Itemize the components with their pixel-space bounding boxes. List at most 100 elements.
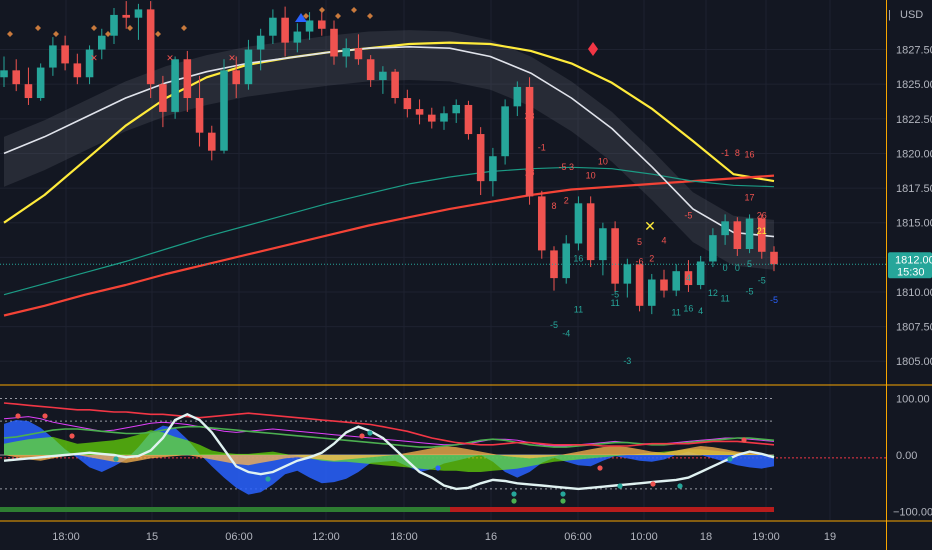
price-tick-label: 1805.00 bbox=[896, 356, 932, 368]
signal-dot bbox=[15, 413, 21, 419]
time-tick-label: 06:00 bbox=[225, 531, 253, 543]
signal-label: 11 bbox=[720, 294, 729, 304]
candle bbox=[207, 125, 216, 161]
signal-dot bbox=[560, 498, 566, 504]
orange-diamond-icon bbox=[351, 7, 357, 13]
candle bbox=[256, 28, 265, 71]
time-tick-label: 06:00 bbox=[564, 531, 592, 543]
candle-body bbox=[501, 106, 509, 157]
candle bbox=[0, 56, 8, 87]
currency-label: USD bbox=[900, 9, 923, 21]
orange-diamond-icon bbox=[35, 25, 41, 31]
price-tag bbox=[888, 252, 932, 279]
candle bbox=[183, 50, 192, 112]
candle-body bbox=[0, 70, 8, 78]
signal-dot bbox=[650, 481, 656, 487]
signal-label: 17 bbox=[745, 193, 755, 203]
signal-label: 26 bbox=[757, 211, 767, 221]
signal-label: 0 bbox=[735, 263, 740, 273]
candle-body bbox=[36, 67, 45, 99]
candle-body bbox=[342, 48, 351, 57]
ma-green-line bbox=[3, 166, 775, 296]
candle bbox=[525, 77, 534, 205]
signal-label: -6 bbox=[636, 256, 644, 266]
candle bbox=[476, 127, 485, 195]
cloud-band bbox=[4, 30, 774, 270]
signal-label: -5 bbox=[684, 211, 692, 221]
signal-label: 11 bbox=[574, 305, 583, 315]
candle-body bbox=[770, 251, 778, 265]
white-line bbox=[3, 412, 775, 491]
candle-body bbox=[635, 264, 644, 306]
candle bbox=[452, 99, 461, 123]
signal-dot bbox=[42, 413, 48, 419]
signal-label: 10 bbox=[586, 170, 596, 180]
signal-label: 11 bbox=[610, 298, 619, 308]
candle bbox=[134, 3, 143, 40]
candle-body bbox=[623, 264, 632, 284]
signal-dot bbox=[511, 491, 517, 497]
signal-dot bbox=[741, 437, 747, 443]
candle-body bbox=[537, 196, 546, 251]
price-tick-label: 1807.50 bbox=[896, 322, 932, 334]
signal-label: 18 bbox=[525, 168, 535, 178]
candle bbox=[403, 89, 412, 118]
signal-label: -5 3 bbox=[558, 162, 574, 172]
time-tick-label: 16 bbox=[485, 531, 497, 543]
orange-diamond-icon bbox=[91, 25, 97, 31]
red-x-icon: ✕ bbox=[90, 53, 98, 63]
orange-diamond-icon bbox=[127, 25, 133, 31]
candle bbox=[489, 147, 497, 197]
candle bbox=[49, 37, 57, 76]
price-tick-label: 1810.00 bbox=[896, 287, 932, 299]
candle-body bbox=[366, 59, 375, 81]
candle bbox=[232, 56, 241, 99]
candle bbox=[574, 196, 583, 251]
candle-body bbox=[195, 98, 204, 133]
time-tick-label: 10:00 bbox=[630, 531, 658, 543]
currency-divider: | bbox=[888, 9, 891, 21]
candle-body bbox=[476, 134, 485, 182]
candle bbox=[12, 59, 21, 92]
oscillator-tick-label: 0.00 bbox=[896, 450, 917, 462]
candle bbox=[281, 6, 289, 57]
signal-dot bbox=[677, 483, 683, 489]
candle bbox=[342, 38, 351, 68]
signal-label: 5 bbox=[747, 259, 752, 269]
signal-label: 11 bbox=[672, 308, 681, 318]
time-tick-label: 18:00 bbox=[390, 531, 418, 543]
candle-body bbox=[403, 98, 412, 110]
orange-diamond-icon bbox=[7, 31, 13, 37]
candle bbox=[684, 260, 693, 292]
candle bbox=[537, 190, 546, 259]
candle bbox=[427, 107, 436, 129]
price-axis[interactable]: USD | 1827.50 1825.00 1822.50 1820.00 1817.50 1… bbox=[888, 9, 932, 519]
candle-body bbox=[317, 20, 326, 29]
candle-body bbox=[647, 279, 656, 306]
candle-body bbox=[721, 221, 729, 236]
price-tick-label: 1825.00 bbox=[896, 79, 932, 91]
candle-body bbox=[61, 45, 69, 64]
signal-label: 21 bbox=[757, 226, 767, 236]
signal-dot bbox=[367, 430, 373, 436]
time-tick-label: 19:00 bbox=[752, 531, 780, 543]
time-tick-label: 15 bbox=[146, 531, 158, 543]
yellow-histogram-area bbox=[4, 446, 774, 466]
candle-body bbox=[660, 279, 668, 291]
candle bbox=[159, 75, 167, 128]
signal-label: 2 bbox=[649, 253, 654, 263]
candle bbox=[269, 9, 277, 45]
oscillator-pane[interactable] bbox=[0, 397, 886, 512]
candle bbox=[501, 99, 509, 165]
candle-body bbox=[73, 63, 82, 78]
candle-body bbox=[146, 9, 155, 85]
time-axis[interactable]: 18:00 15 06:00 12:00 18:00 16 06:00 10:00 18 19:0… bbox=[52, 531, 836, 543]
candle-body bbox=[513, 86, 522, 107]
candle-body bbox=[599, 228, 607, 261]
candle bbox=[464, 100, 473, 140]
signal-label: 5 bbox=[637, 237, 642, 247]
candle-body bbox=[244, 49, 253, 85]
candle-body bbox=[586, 203, 595, 261]
